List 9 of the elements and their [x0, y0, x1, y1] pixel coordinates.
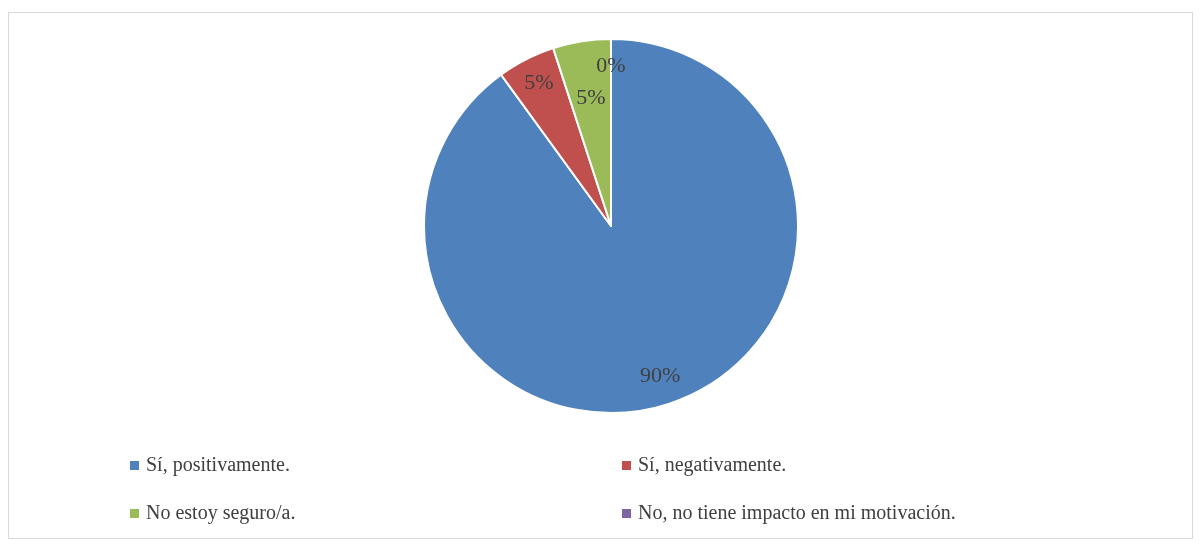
data-label: 5% — [576, 83, 606, 109]
text: 0% — [596, 52, 626, 78]
legend-label: Sí, negativamente. — [638, 452, 787, 476]
legend-label: Sí, positivamente. — [146, 452, 290, 476]
legend-label: No, no tiene impacto en mi motivación. — [638, 500, 956, 524]
data-label: 90% — [639, 362, 681, 388]
data-label: 5% — [524, 69, 554, 95]
legend-label: No estoy seguro/a. — [146, 500, 296, 524]
pie-slice — [423, 38, 799, 414]
